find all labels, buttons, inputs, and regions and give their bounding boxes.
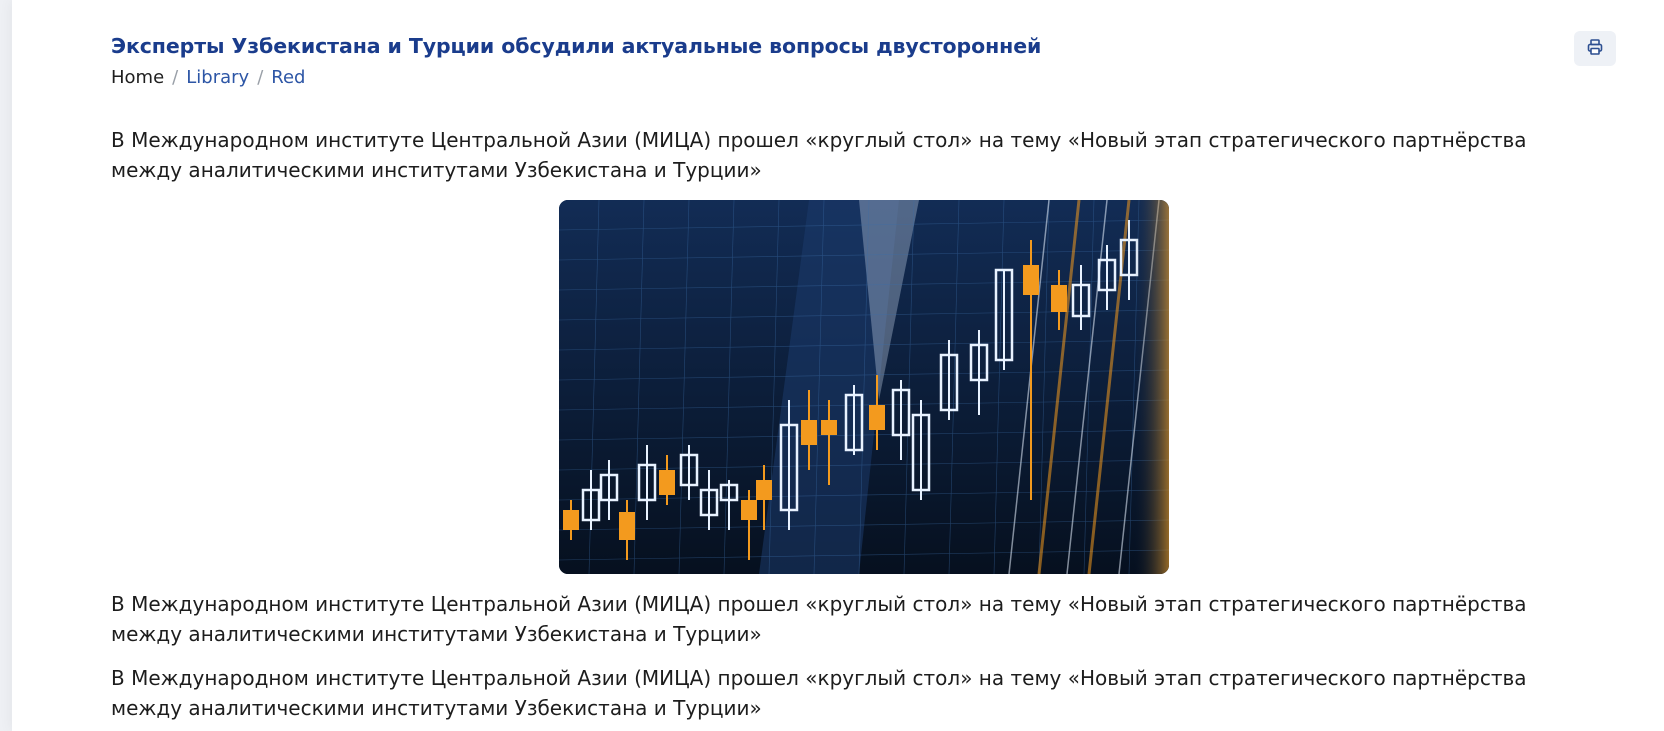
breadcrumb-separator: / bbox=[172, 67, 179, 88]
candlestick-chart-image bbox=[559, 200, 1169, 574]
candle-body bbox=[1097, 258, 1117, 292]
candle-body bbox=[581, 488, 601, 522]
candle-body bbox=[741, 500, 757, 520]
breadcrumb: Home / Library / Red bbox=[111, 67, 305, 88]
candle-body bbox=[756, 480, 772, 500]
candle-body bbox=[599, 473, 619, 502]
candle-body bbox=[619, 512, 635, 540]
article-paragraph: В Международном институте Центральной Аз… bbox=[111, 666, 1527, 720]
candle-body bbox=[869, 405, 885, 430]
candle-body bbox=[563, 510, 579, 530]
candle-body bbox=[844, 393, 864, 452]
candle-body bbox=[994, 268, 1014, 362]
candle-body bbox=[659, 470, 675, 495]
printer-icon bbox=[1586, 38, 1604, 60]
page-title: Эксперты Узбекистана и Турции обсудили а… bbox=[111, 34, 1042, 58]
candle-body bbox=[1071, 283, 1091, 318]
breadcrumb-current[interactable]: Red bbox=[271, 67, 306, 88]
candle-body bbox=[637, 463, 657, 502]
article-paragraph: В Международном институте Центральной Аз… bbox=[111, 128, 1527, 182]
article-card: Эксперты Узбекистана и Турции обсудили а… bbox=[12, 0, 1664, 731]
candle-body bbox=[1023, 265, 1039, 295]
article-paragraph: В Международном институте Центральной Аз… bbox=[111, 592, 1527, 646]
breadcrumb-home[interactable]: Home bbox=[111, 67, 165, 88]
candle-body bbox=[719, 483, 739, 502]
candle-body bbox=[679, 453, 699, 487]
print-button[interactable] bbox=[1574, 31, 1616, 66]
candle-body bbox=[779, 423, 799, 512]
candle-body bbox=[939, 353, 959, 412]
breadcrumb-library[interactable]: Library bbox=[186, 67, 250, 88]
candle-body bbox=[821, 420, 837, 435]
article-image bbox=[559, 200, 1169, 574]
candle-body bbox=[891, 388, 911, 437]
candle-body bbox=[969, 343, 989, 382]
candle-body bbox=[1051, 285, 1067, 312]
candle-body bbox=[801, 420, 817, 445]
candle-body bbox=[911, 413, 931, 492]
candle-body bbox=[699, 488, 719, 517]
breadcrumb-separator: / bbox=[257, 67, 264, 88]
